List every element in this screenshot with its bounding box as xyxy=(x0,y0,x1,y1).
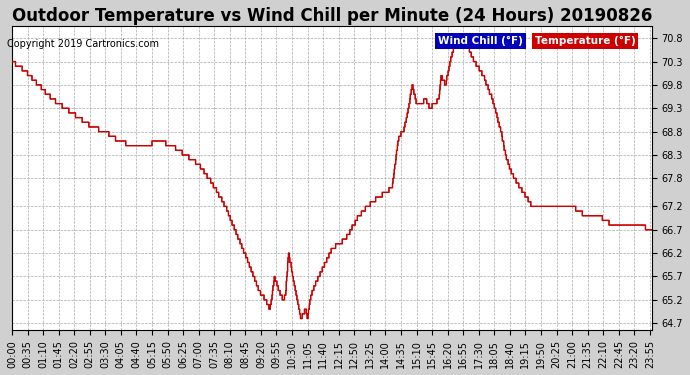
Text: Copyright 2019 Cartronics.com: Copyright 2019 Cartronics.com xyxy=(7,39,159,50)
Text: Temperature (°F): Temperature (°F) xyxy=(535,36,635,46)
Text: Wind Chill (°F): Wind Chill (°F) xyxy=(438,36,523,46)
Title: Outdoor Temperature vs Wind Chill per Minute (24 Hours) 20190826: Outdoor Temperature vs Wind Chill per Mi… xyxy=(12,7,652,25)
